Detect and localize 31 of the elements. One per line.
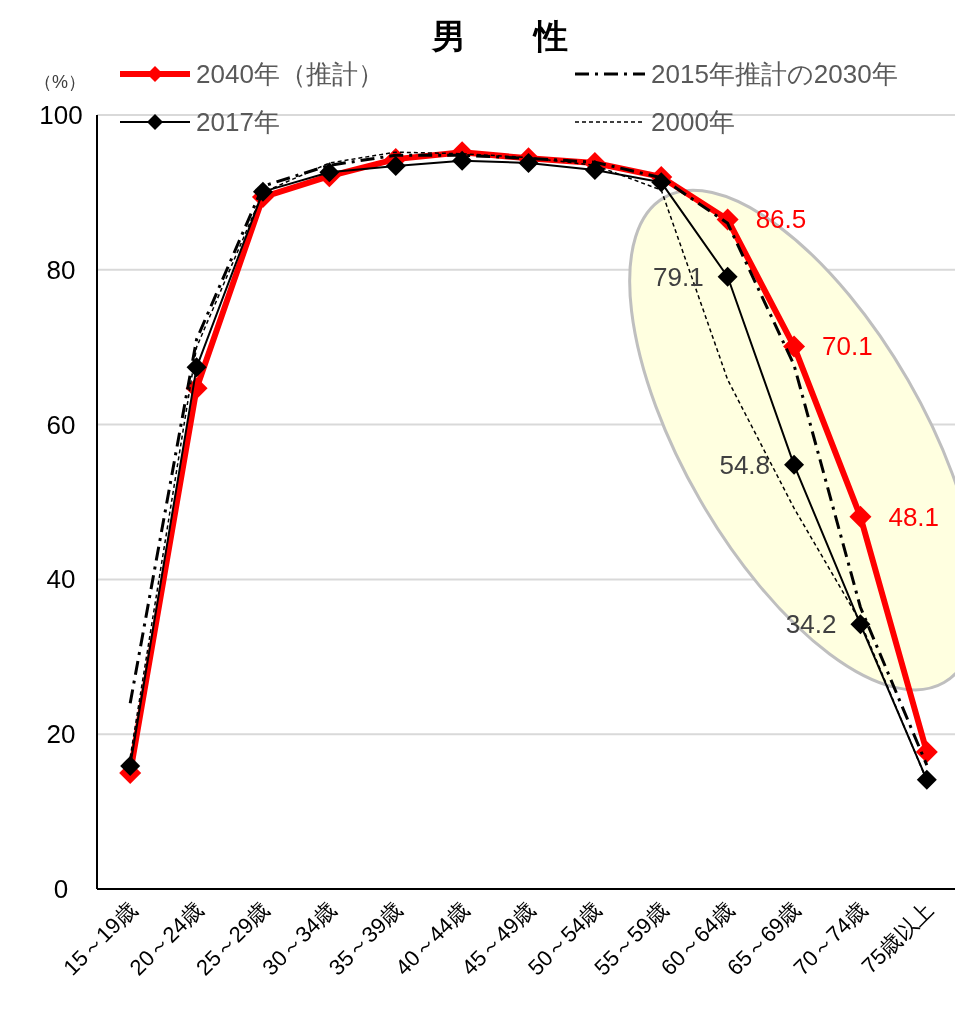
point [518,152,539,173]
point [849,505,872,528]
data-label: 86.5 [755,204,807,235]
point [783,335,806,358]
point [784,454,805,475]
legend-label: 2000年 [651,107,735,137]
y-tick-label: 80 [46,254,76,285]
data-label: 48.1 [888,501,940,532]
point [385,156,406,177]
legend-label: 2040年（推計） [196,59,384,89]
y-tick-label: 40 [46,564,76,595]
data-label: 79.1 [653,261,704,292]
point [717,266,738,287]
data-label: 34.2 [785,609,837,640]
point [850,614,871,635]
y-axis-title: （%） [33,72,87,92]
data-label: 70.1 [822,331,873,362]
y-tick-label: 20 [46,719,76,750]
point [186,357,207,378]
point [452,150,473,171]
point [120,755,141,776]
point [915,741,938,763]
legend-label: 2015年推計の2030年 [651,59,898,89]
y-tick-label: 0 [53,874,69,904]
legend-label: 2017年 [196,107,280,137]
point [319,162,340,183]
point [916,769,937,790]
y-tick-label: 100 [39,100,83,130]
chart-title: 男 性 [431,17,568,55]
y-tick-label: 60 [46,409,76,440]
data-label: 54.8 [719,449,771,480]
